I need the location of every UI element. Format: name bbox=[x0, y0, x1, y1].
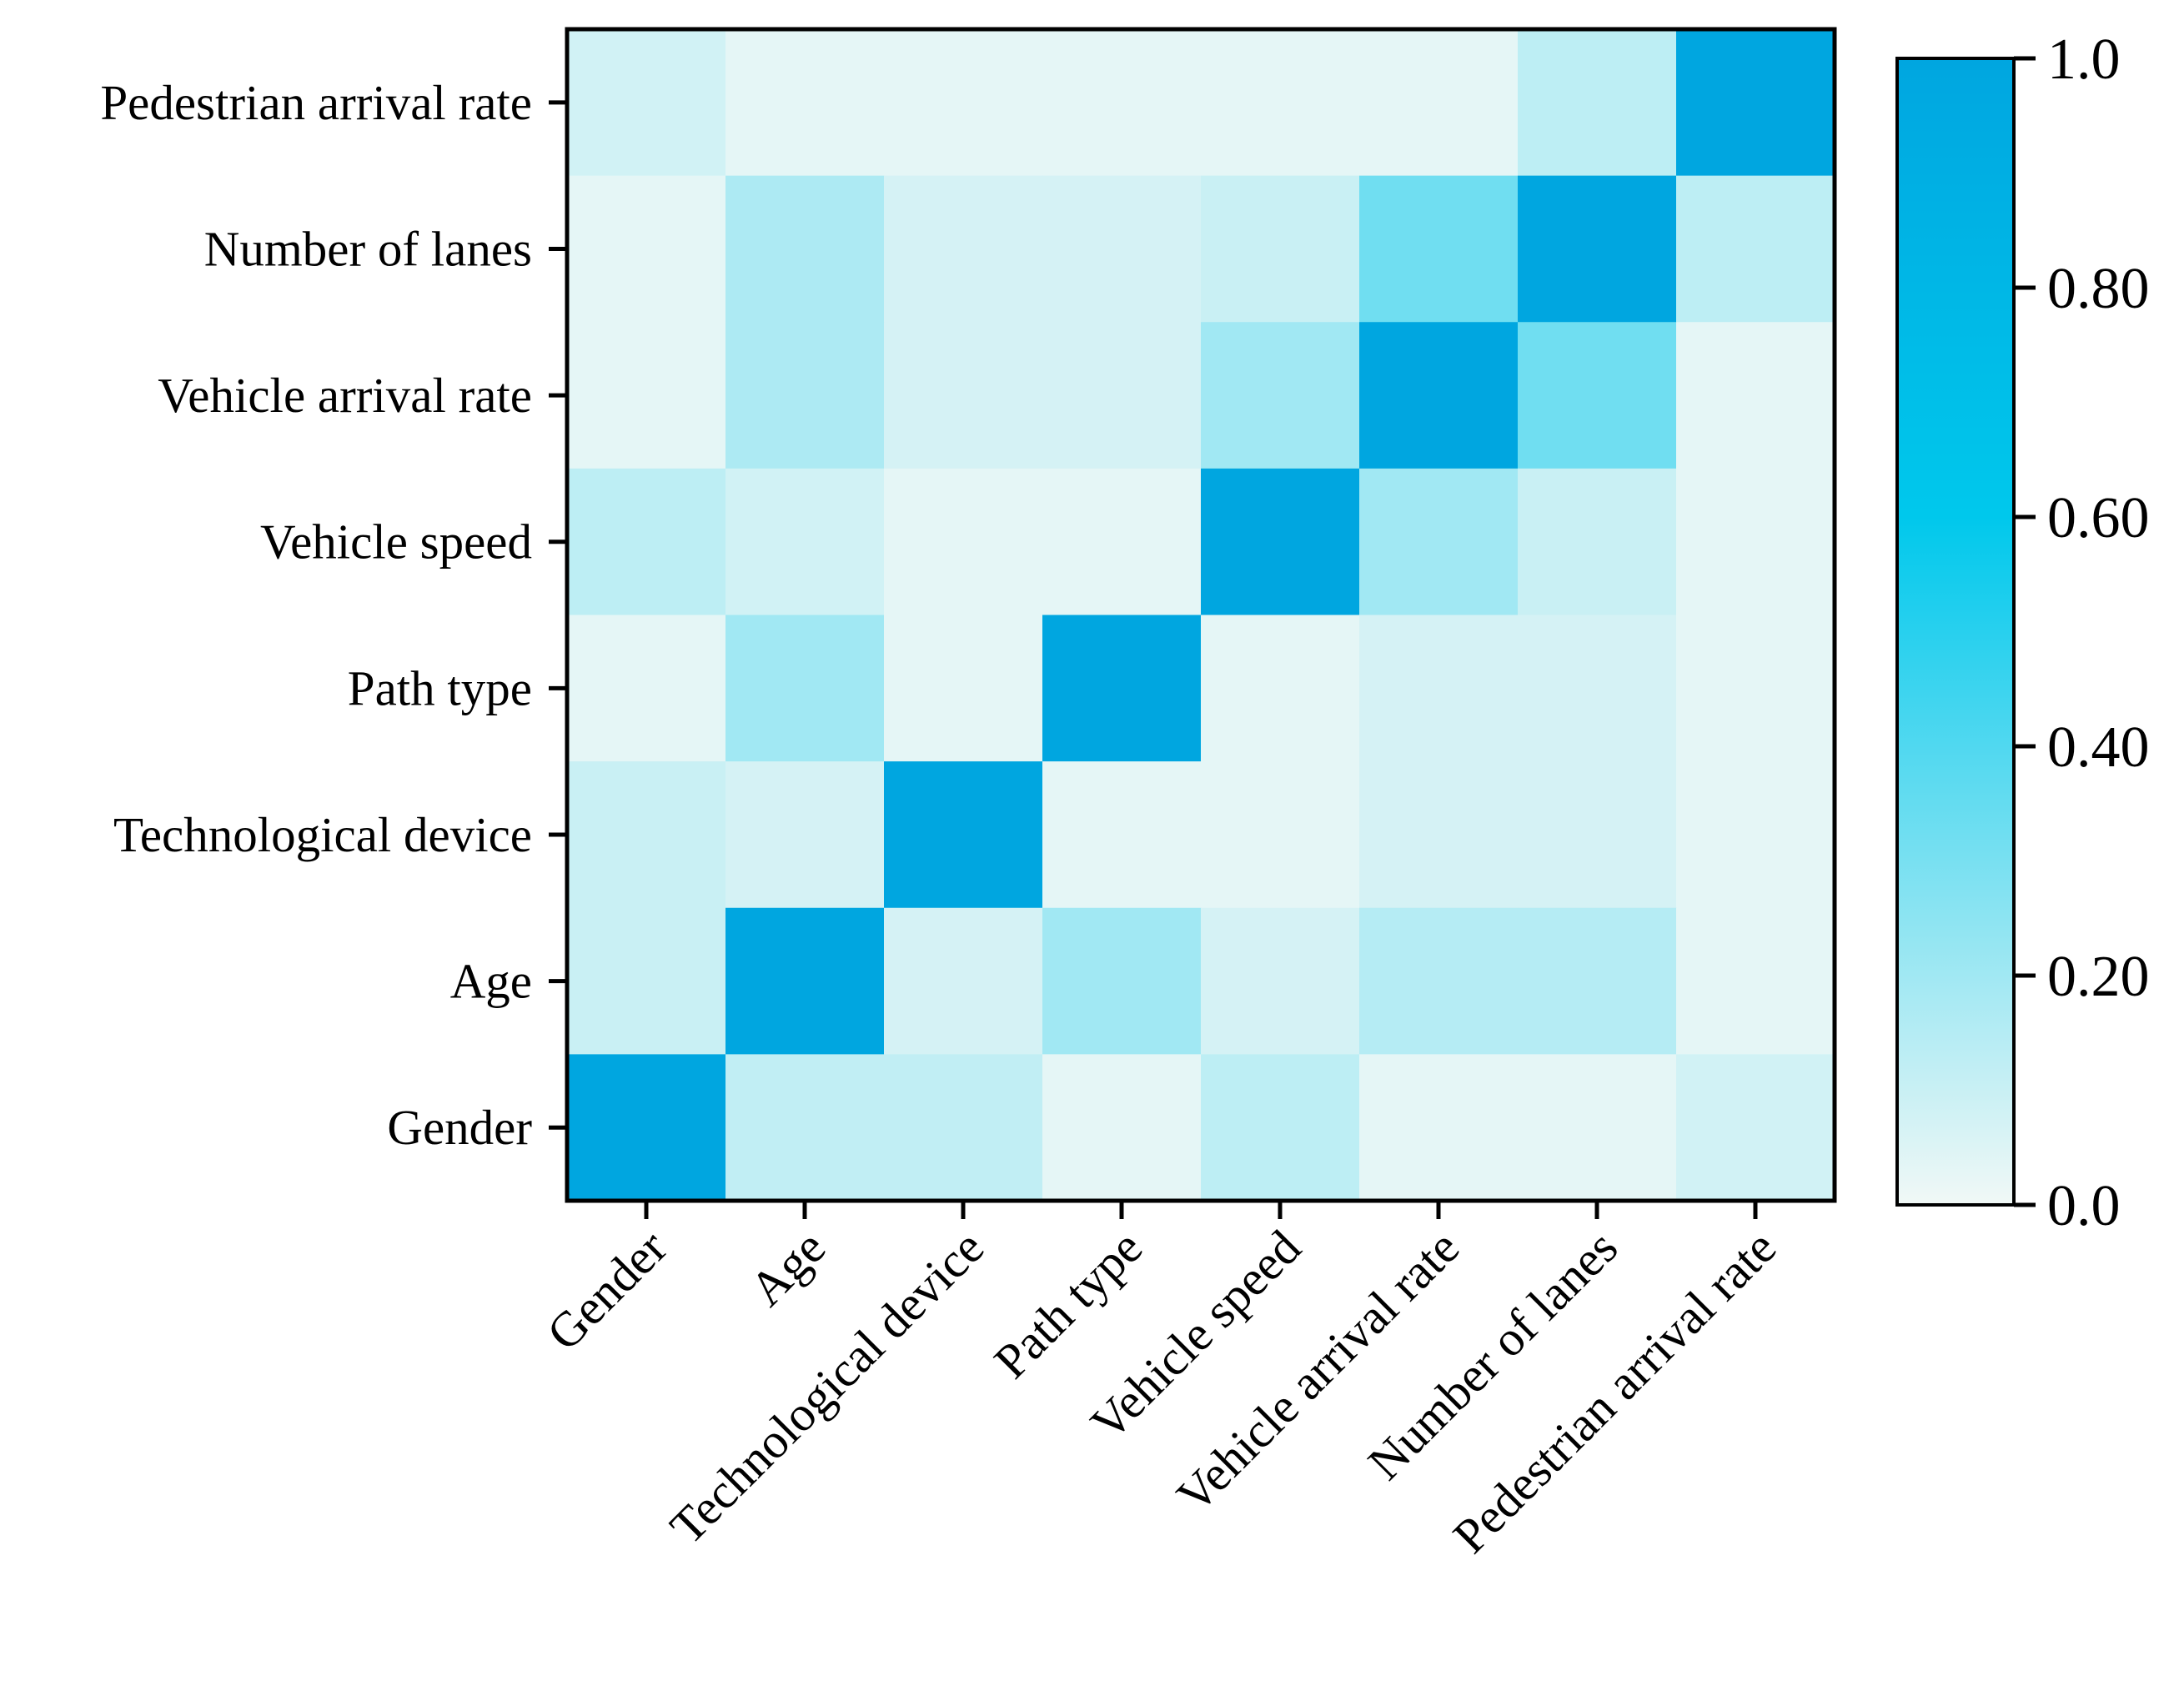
heatmap-cell bbox=[1518, 1054, 1677, 1202]
heatmap-cell bbox=[567, 175, 726, 323]
heatmap-cell bbox=[1359, 907, 1519, 1055]
y-tick-label: Number of lanes bbox=[204, 221, 532, 276]
colorbar-gradient bbox=[1897, 58, 2014, 1205]
heatmap-cell bbox=[725, 175, 885, 323]
heatmap-cell bbox=[884, 322, 1043, 469]
heatmap-cell bbox=[1042, 1054, 1202, 1202]
heatmap-cell bbox=[725, 1054, 885, 1202]
heatmap-cell bbox=[1042, 615, 1202, 762]
y-tick-label: Vehicle speed bbox=[260, 514, 532, 570]
heatmap-cell bbox=[884, 29, 1043, 177]
heatmap-cell bbox=[1518, 175, 1677, 323]
heatmap-cell bbox=[725, 322, 885, 469]
heatmap-cell bbox=[1359, 761, 1519, 909]
colorbar-tick-label: 0.20 bbox=[2047, 945, 2150, 1009]
colorbar-tick-label: 0.40 bbox=[2047, 715, 2150, 780]
y-tick-label: Pedestrian arrival rate bbox=[100, 75, 532, 130]
heatmap-cell bbox=[725, 615, 885, 762]
heatmap-cell bbox=[884, 907, 1043, 1055]
heatmap-cell bbox=[1201, 907, 1360, 1055]
heatmap-cell bbox=[1676, 29, 1835, 177]
heatmap-cell bbox=[725, 29, 885, 177]
heatmap-cell bbox=[1676, 175, 1835, 323]
heatmap-cell bbox=[1359, 29, 1519, 177]
y-tick-label: Path type bbox=[348, 660, 532, 715]
heatmap-cells bbox=[567, 29, 1835, 1202]
heatmap-cell bbox=[1359, 1054, 1519, 1202]
heatmap-cell bbox=[1359, 175, 1519, 323]
heatmap-cell bbox=[567, 907, 726, 1055]
heatmap-cell bbox=[567, 322, 726, 469]
heatmap-cell bbox=[884, 615, 1043, 762]
heatmap-cell bbox=[567, 1054, 726, 1202]
colorbar-tick-label: 0.60 bbox=[2047, 486, 2150, 550]
heatmap-cell bbox=[1201, 615, 1360, 762]
heatmap-cell bbox=[1359, 468, 1519, 616]
colorbar-frame bbox=[1895, 57, 2016, 1207]
heatmap-cell bbox=[1042, 29, 1202, 177]
heatmap-cell bbox=[1676, 907, 1835, 1055]
heatmap-cell bbox=[1676, 1054, 1835, 1202]
heatmap-cell bbox=[725, 907, 885, 1055]
colorbar-tick-label: 0.80 bbox=[2047, 257, 2150, 321]
heatmap-cell bbox=[884, 468, 1043, 616]
heatmap-cell bbox=[1676, 468, 1835, 616]
colorbar-tick-label: 1.0 bbox=[2047, 28, 2121, 92]
heatmap-cell bbox=[567, 615, 726, 762]
heatmap-cell bbox=[1518, 468, 1677, 616]
heatmap-cell bbox=[1201, 175, 1360, 323]
heatmap-cell bbox=[1676, 615, 1835, 762]
heatmap-cell bbox=[884, 175, 1043, 323]
colorbar-tick-label: 0.0 bbox=[2047, 1174, 2121, 1238]
y-tick-label: Gender bbox=[387, 1100, 532, 1155]
heatmap-cell bbox=[1359, 615, 1519, 762]
heatmap-cell bbox=[567, 29, 726, 177]
heatmap-cell bbox=[1676, 322, 1835, 469]
y-tick-label: Technological device bbox=[113, 807, 532, 862]
colorbar: 0.0 0.20 0.40 0.60 0.80 1.0 bbox=[1895, 28, 2150, 1238]
heatmap-cell bbox=[1518, 907, 1677, 1055]
heatmap-cell bbox=[1518, 29, 1677, 177]
heatmap-cell bbox=[1042, 761, 1202, 909]
heatmap-cell bbox=[1359, 322, 1519, 469]
heatmap-cell bbox=[725, 468, 885, 616]
heatmap-cell bbox=[567, 761, 726, 909]
heatmap-cell bbox=[1201, 29, 1360, 177]
heatmap-cell bbox=[1676, 761, 1835, 909]
heatmap-cell bbox=[1518, 322, 1677, 469]
y-tick-label: Age bbox=[450, 954, 532, 1009]
heatmap-cell bbox=[1042, 468, 1202, 616]
heatmap-cell bbox=[1042, 907, 1202, 1055]
heatmap-cell bbox=[725, 761, 885, 909]
plot-frame bbox=[565, 27, 1837, 1203]
heatmap-cell bbox=[1201, 468, 1360, 616]
heatmap-cell bbox=[1201, 761, 1360, 909]
heatmap-cell bbox=[1042, 322, 1202, 469]
heatmap-cell bbox=[884, 761, 1043, 909]
heatmap-cell bbox=[1042, 175, 1202, 323]
heatmap-cell bbox=[884, 1054, 1043, 1202]
heatmap-cell bbox=[1201, 1054, 1360, 1202]
y-axis: Pedestrian arrival rate Number of lanes Ve… bbox=[100, 75, 567, 1155]
y-tick-label: Vehicle arrival rate bbox=[158, 368, 532, 423]
heatmap-cell bbox=[567, 468, 726, 616]
heatmap-cell bbox=[1518, 615, 1677, 762]
heatmap-cell bbox=[1518, 761, 1677, 909]
heatmap-cell bbox=[1201, 322, 1360, 469]
